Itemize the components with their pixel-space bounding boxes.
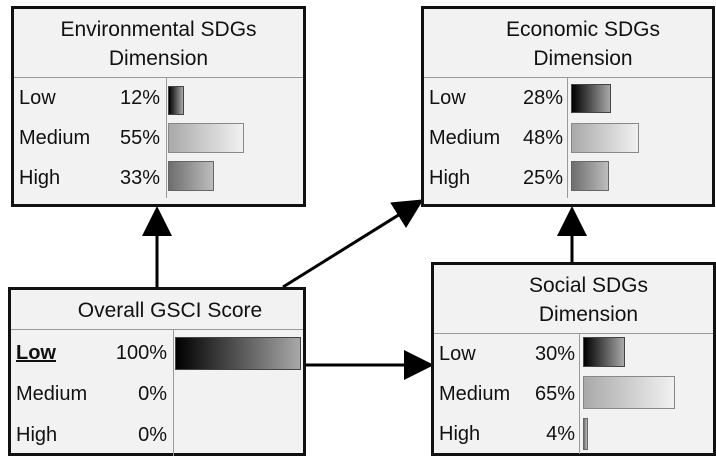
probability-bar <box>571 161 609 191</box>
state-percent: 48% <box>522 127 563 149</box>
state-percent: 55% <box>119 127 160 149</box>
state-label: Low <box>439 343 476 365</box>
state-percent: 4% <box>546 423 575 445</box>
state-label: Medium <box>429 127 501 149</box>
probability-bar <box>583 418 588 450</box>
column-divider <box>166 78 167 198</box>
probability-bar <box>168 86 184 115</box>
state-label: High <box>16 424 58 446</box>
probability-bar <box>571 123 639 153</box>
node-states: Low 100% Medium 0% High 0% <box>11 330 303 456</box>
column-divider <box>173 330 174 456</box>
probability-bar <box>168 123 244 153</box>
state-label: Medium <box>19 127 91 149</box>
state-label: Low <box>19 87 56 109</box>
edge-overall-to-economic <box>282 199 424 289</box>
node-title-line2: Dimension <box>533 47 633 70</box>
node-title-line1: Social SDGs <box>528 274 649 297</box>
state-percent: 100% <box>115 342 167 364</box>
state-label: Medium <box>16 383 88 405</box>
node-social[interactable]: Social SDGs Dimension Low 30% Medium 65%… <box>431 262 716 456</box>
state-percent: 28% <box>522 87 563 109</box>
state-label: High <box>439 423 481 445</box>
node-environmental[interactable]: Environmental SDGs Dimension Low 12% Med… <box>11 6 306 207</box>
node-title-line1: Overall GSCI Score <box>77 299 263 322</box>
node-title-line1: Environmental SDGs <box>60 18 257 41</box>
state-percent: 12% <box>119 87 160 109</box>
node-economic[interactable]: Economic SDGs Dimension Low 28% Medium 4… <box>421 6 715 207</box>
state-percent: 25% <box>522 167 563 189</box>
node-title: Social SDGs Dimension <box>434 265 713 334</box>
state-label: Medium <box>439 383 511 405</box>
state-percent: 33% <box>119 167 160 189</box>
node-states: Low 30% Medium 65% High 4% <box>434 334 713 454</box>
probability-bar <box>571 84 611 113</box>
node-title-line2: Dimension <box>538 303 639 326</box>
column-divider <box>579 334 580 454</box>
probability-bar <box>175 337 301 370</box>
probability-bar <box>583 376 675 409</box>
node-title: Overall GSCI Score <box>11 290 303 330</box>
probability-bar <box>168 161 214 191</box>
state-label: Low <box>429 87 466 109</box>
state-label: High <box>19 167 61 189</box>
column-divider <box>567 78 568 198</box>
state-label: High <box>429 167 471 189</box>
state-percent: 30% <box>534 343 575 365</box>
node-title-line2: Dimension <box>108 47 209 70</box>
node-states: Low 28% Medium 48% High 25% <box>424 78 712 198</box>
node-title-line1: Economic SDGs <box>505 18 661 41</box>
state-percent: 65% <box>534 383 575 405</box>
node-overall-gsci-score[interactable]: Overall GSCI Score Low 100% Medium 0% Hi… <box>8 287 306 456</box>
node-states: Low 12% Medium 55% High 33% <box>14 78 303 198</box>
node-title: Environmental SDGs Dimension <box>14 9 303 78</box>
state-percent: 0% <box>138 383 167 405</box>
node-title: Economic SDGs Dimension <box>424 9 712 78</box>
state-percent: 0% <box>138 424 167 446</box>
state-label-selected: Low <box>16 342 56 364</box>
probability-bar <box>583 337 625 367</box>
